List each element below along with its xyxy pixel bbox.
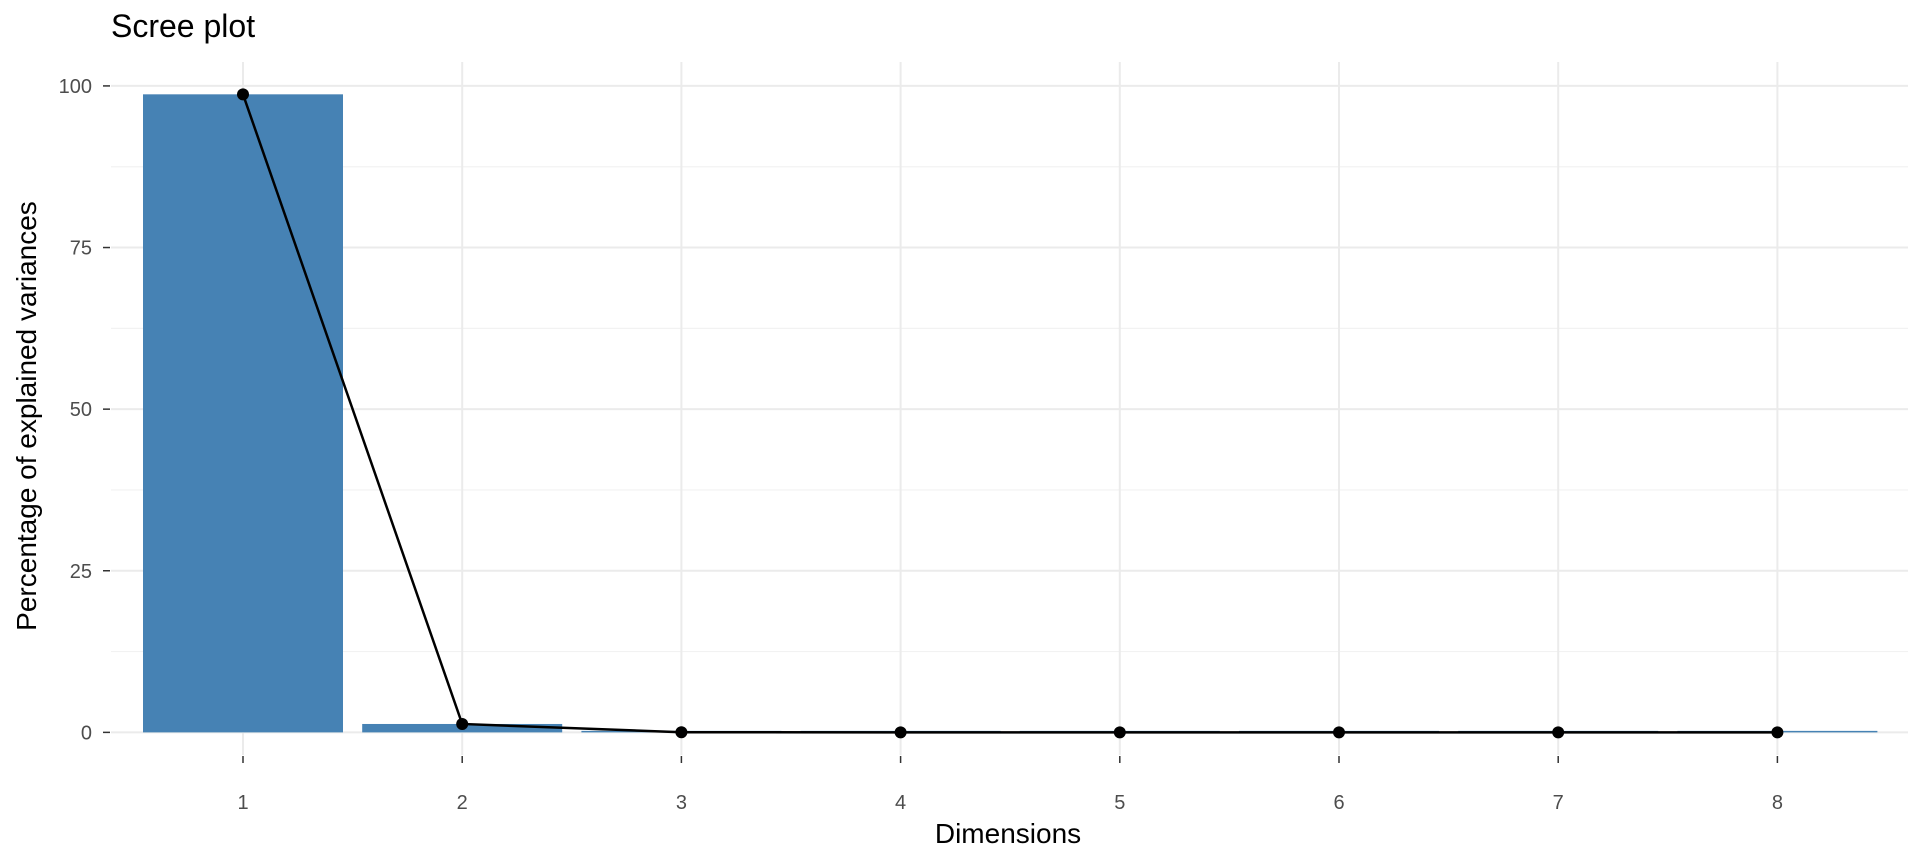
data-point	[894, 726, 907, 739]
x-tick-label: 8	[1772, 792, 1783, 814]
data-point	[1333, 726, 1345, 739]
x-tick-label: 4	[895, 792, 906, 814]
y-axis-title: Percentage of explained variances	[11, 201, 42, 631]
x-tick-label: 6	[1333, 792, 1344, 814]
y-tick-label: 75	[70, 238, 92, 260]
bars	[143, 94, 1878, 733]
y-tick-label: 100	[59, 76, 92, 98]
grid-lines	[111, 62, 1908, 755]
chart-title: Scree plot	[111, 8, 256, 44]
data-point	[1771, 726, 1784, 739]
x-axis-title: Dimensions	[935, 818, 1081, 849]
data-point	[1552, 726, 1565, 739]
y-tick-label: 25	[70, 561, 92, 583]
y-tick-label: 50	[70, 399, 92, 421]
axes: 0 25 50 75 100 1 2 3 4 5 6 7 8	[59, 76, 1783, 814]
x-tick-label: 7	[1553, 792, 1564, 814]
data-point	[1113, 726, 1126, 739]
x-tick-label: 5	[1114, 792, 1125, 814]
y-tick-label: 0	[81, 722, 92, 744]
variance-line	[241, 93, 1778, 734]
trend-line	[241, 93, 1778, 734]
data-point	[456, 717, 469, 730]
x-tick-label: 3	[676, 792, 687, 814]
x-tick-label: 1	[237, 792, 248, 814]
data-point	[675, 726, 688, 739]
x-tick-label: 2	[457, 792, 468, 814]
data-point	[237, 88, 249, 101]
bar	[143, 94, 343, 733]
points	[237, 88, 1784, 739]
